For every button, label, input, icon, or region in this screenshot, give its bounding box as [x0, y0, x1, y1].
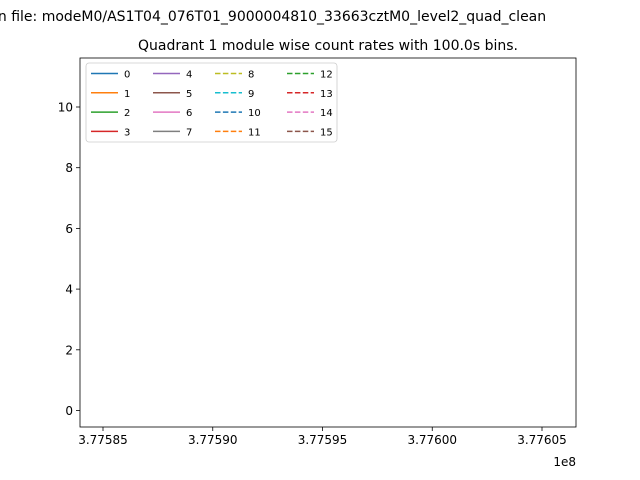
legend-label-13: 13 — [320, 89, 333, 100]
y-tick-label: 2 — [65, 343, 73, 357]
legend-label-7: 7 — [186, 127, 192, 138]
legend-label-5: 5 — [186, 89, 192, 100]
legend-label-3: 3 — [124, 127, 130, 138]
legend-label-2: 2 — [124, 108, 130, 119]
legend-label-12: 12 — [320, 70, 333, 81]
legend-label-8: 8 — [248, 70, 254, 81]
y-axis: 0 2 4 6 8 10 — [58, 101, 80, 418]
x-tick-label: 3.77600 — [407, 433, 457, 447]
y-tick-label: 6 — [65, 222, 73, 236]
x-tick-label: 3.77605 — [517, 433, 567, 447]
legend-label-9: 9 — [248, 89, 254, 100]
legend-label-15: 15 — [320, 127, 333, 138]
legend-label-6: 6 — [186, 108, 192, 119]
y-tick-label: 4 — [65, 283, 73, 297]
x-tick-label: 3.77590 — [188, 433, 238, 447]
y-tick-label: 8 — [65, 161, 73, 175]
y-tick-label: 10 — [58, 101, 73, 115]
legend-label-4: 4 — [186, 70, 192, 81]
legend-label-14: 14 — [320, 108, 333, 119]
legend-label-0: 0 — [124, 70, 130, 81]
legend-label-11: 11 — [248, 127, 261, 138]
x-offset-label: 1e8 — [553, 455, 576, 469]
legend-label-10: 10 — [248, 108, 261, 119]
figure-suptitle: in file: modeM0/AS1T04_076T01_9000004810… — [0, 9, 546, 25]
x-axis: 3.77585 3.77590 3.77595 3.77600 3.77605 — [78, 427, 567, 447]
x-tick-label: 3.77585 — [78, 433, 128, 447]
legend-frame — [85, 62, 338, 143]
chart-title: Quadrant 1 module wise count rates with … — [138, 38, 518, 54]
legend-label-1: 1 — [124, 89, 130, 100]
y-tick-label: 0 — [65, 404, 73, 418]
plot-frame — [79, 57, 577, 428]
x-tick-label: 3.77595 — [298, 433, 348, 447]
